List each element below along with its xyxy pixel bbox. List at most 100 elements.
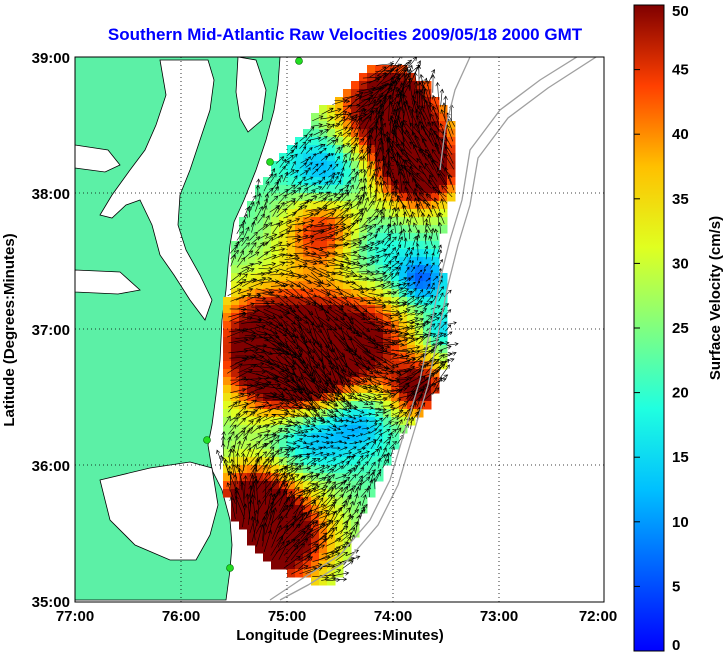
velocity-arrow	[369, 160, 374, 177]
velocity-cell	[239, 441, 248, 450]
velocity-arrow	[256, 205, 263, 217]
velocity-arrow	[349, 264, 364, 270]
velocity-arrow	[402, 290, 413, 298]
velocity-arrow	[293, 430, 305, 435]
velocity-cell	[343, 385, 352, 394]
velocity-cell	[319, 185, 328, 194]
velocity-cell	[295, 521, 304, 530]
velocity-arrow	[404, 323, 420, 333]
velocity-cell	[271, 465, 280, 474]
velocity-arrow	[250, 455, 263, 470]
velocity-arrow	[242, 278, 256, 288]
velocity-arrow	[342, 470, 353, 477]
velocity-cell	[311, 145, 320, 154]
velocity-arrow	[410, 375, 426, 393]
velocity-arrow	[307, 309, 320, 329]
velocity-cell	[327, 257, 336, 266]
velocity-cell	[367, 249, 376, 258]
velocity-arrow	[284, 467, 299, 478]
velocity-arrow	[262, 222, 273, 231]
velocity-arrow	[377, 109, 383, 135]
velocity-cell	[351, 465, 360, 474]
velocity-arrow	[321, 399, 339, 407]
velocity-arrow	[406, 218, 411, 231]
velocity-arrow	[236, 223, 243, 234]
velocity-arrow	[242, 213, 248, 225]
velocity-cell	[303, 353, 312, 362]
velocity-cell	[239, 281, 248, 290]
velocity-arrow	[278, 194, 287, 204]
velocity-cell	[319, 577, 328, 586]
velocity-cell	[351, 233, 360, 242]
velocity-cell	[263, 417, 272, 426]
velocity-cell	[311, 441, 320, 450]
velocity-cell	[407, 129, 416, 138]
velocity-cell	[407, 153, 416, 162]
velocity-cell	[343, 457, 352, 466]
velocity-arrow	[386, 222, 391, 235]
velocity-arrow	[293, 555, 311, 567]
velocity-arrow	[335, 551, 348, 561]
velocity-cell	[439, 185, 448, 194]
velocity-arrow	[355, 98, 371, 113]
velocity-cell	[303, 265, 312, 274]
velocity-arrow	[367, 129, 372, 148]
velocity-arrow	[384, 313, 403, 319]
velocity-arrow	[326, 179, 333, 190]
velocity-arrow	[396, 335, 414, 344]
velocity-cell	[303, 497, 312, 506]
velocity-arrow	[356, 262, 371, 267]
velocity-cell	[263, 409, 272, 418]
velocity-cell	[367, 321, 376, 330]
velocity-arrow	[402, 158, 410, 183]
velocity-arrow	[263, 529, 272, 553]
velocity-arrow	[247, 452, 260, 466]
velocity-cell	[319, 257, 328, 266]
velocity-cell	[343, 393, 352, 402]
velocity-cell	[351, 321, 360, 330]
velocity-arrow	[367, 223, 377, 233]
velocity-cell	[231, 401, 240, 410]
velocity-cell	[247, 393, 256, 402]
velocity-arrow	[243, 226, 250, 238]
velocity-cell	[319, 193, 328, 202]
velocity-arrow	[348, 149, 354, 161]
velocity-cell	[375, 345, 384, 354]
x-tick-label: 75:00	[268, 608, 306, 625]
velocity-cell	[239, 257, 248, 266]
velocity-cell	[335, 465, 344, 474]
velocity-arrow	[389, 198, 394, 213]
velocity-arrow	[376, 432, 383, 442]
velocity-cell	[367, 465, 376, 474]
velocity-arrow	[270, 535, 283, 556]
velocity-arrow	[271, 247, 286, 252]
velocity-arrow	[417, 261, 422, 268]
velocity-arrow	[398, 155, 417, 176]
velocity-cell	[431, 241, 440, 250]
velocity-cell	[335, 345, 344, 354]
velocity-arrow	[369, 66, 387, 78]
velocity-cell	[383, 265, 392, 274]
velocity-cell	[431, 177, 440, 186]
velocity-cell	[271, 281, 280, 290]
velocity-cell	[271, 489, 280, 498]
velocity-cell	[407, 313, 416, 322]
velocity-arrow	[262, 468, 279, 485]
velocity-arrow	[418, 104, 428, 127]
velocity-cell	[319, 137, 328, 146]
velocity-cell	[271, 537, 280, 546]
velocity-cell	[399, 313, 408, 322]
velocity-arrow	[403, 253, 409, 262]
velocity-cell	[255, 409, 264, 418]
velocity-arrow	[325, 552, 341, 561]
velocity-arrow	[401, 149, 419, 171]
velocity-cell	[287, 521, 296, 530]
velocity-cell	[223, 409, 232, 418]
velocity-cell	[431, 145, 440, 154]
velocity-arrow	[368, 384, 384, 394]
velocity-cell	[303, 481, 312, 490]
velocity-cell	[391, 217, 400, 226]
velocity-cell	[327, 121, 336, 130]
velocity-cell	[295, 193, 304, 202]
velocity-arrow	[340, 260, 357, 266]
